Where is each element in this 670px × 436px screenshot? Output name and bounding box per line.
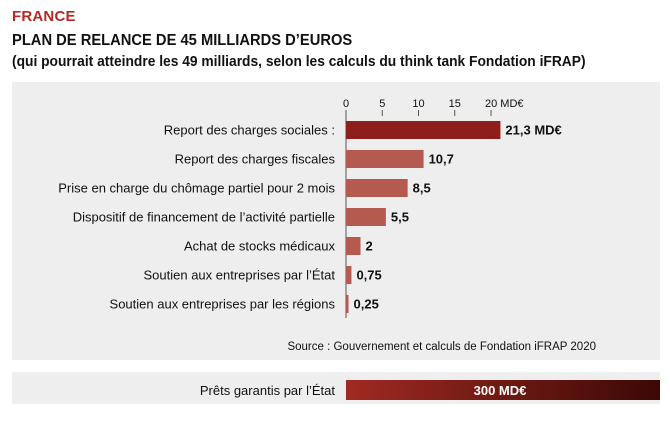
bar bbox=[346, 208, 386, 226]
category-label: Prise en charge du chômage partiel pour … bbox=[58, 181, 335, 196]
x-tick-label: 0 bbox=[343, 98, 349, 110]
chart-subtitle: (qui pourrait atteindre les 49 milliards… bbox=[12, 53, 586, 70]
x-tick-label: 15 bbox=[449, 98, 461, 110]
loan-bar bbox=[346, 380, 660, 400]
category-label: Soutien aux entreprises par l’État bbox=[144, 268, 336, 283]
bar bbox=[346, 237, 361, 255]
bar bbox=[346, 179, 408, 197]
category-label: Soutien aux entreprises par les régions bbox=[110, 297, 336, 312]
x-tick-label: 10 bbox=[412, 98, 424, 110]
loan-value-label: 300 MD€ bbox=[474, 383, 527, 398]
value-label: 10,7 bbox=[429, 152, 454, 167]
category-label: Achat de stocks médicaux bbox=[184, 239, 336, 254]
source-note: Source : Gouvernement et calculs de Fond… bbox=[287, 341, 596, 353]
category-label: Dispositif de financement de l’activité … bbox=[73, 210, 335, 225]
value-label: 0,75 bbox=[356, 268, 381, 283]
bar bbox=[346, 266, 352, 284]
bar bbox=[346, 295, 349, 313]
category-label: Report des charges fiscales bbox=[175, 152, 336, 167]
category-label: Report des charges sociales : bbox=[164, 123, 335, 138]
kicker: FRANCE bbox=[12, 8, 76, 25]
value-label: 8,5 bbox=[413, 181, 431, 196]
value-label: 0,25 bbox=[354, 297, 379, 312]
chart-panel bbox=[12, 82, 660, 360]
x-tick-label: 20 MD€ bbox=[485, 98, 524, 110]
x-tick-label: 5 bbox=[379, 98, 385, 110]
value-label: 21,3 MD€ bbox=[505, 123, 561, 138]
bar bbox=[346, 121, 501, 139]
bar bbox=[346, 150, 424, 168]
value-label: 5,5 bbox=[391, 210, 409, 225]
chart-title: PLAN DE RELANCE DE 45 MILLIARDS D’EUROS bbox=[12, 32, 353, 49]
value-label: 2 bbox=[366, 239, 373, 254]
loan-label: Prêts garantis par l’État bbox=[200, 383, 336, 398]
